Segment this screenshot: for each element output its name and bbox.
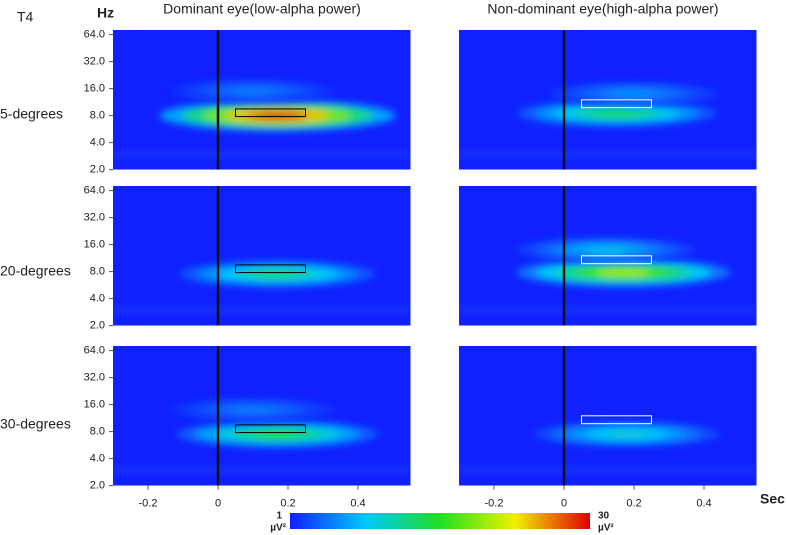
y-tick-label: 32.0 (84, 371, 105, 383)
x-axis-label: Sec (760, 491, 785, 507)
x-tick-label: -0.2 (139, 498, 158, 510)
y-tick-label: 32.0 (84, 55, 105, 67)
power-peak (169, 79, 337, 103)
x-tick-label: 0.4 (696, 498, 711, 510)
analysis-window (581, 99, 652, 109)
peak-level (252, 270, 303, 278)
colorbar-unit: µV² (270, 523, 286, 534)
analysis-window (235, 264, 306, 274)
power-peak (517, 99, 716, 127)
y-tick-label: 64.0 (84, 344, 105, 356)
x-tick-label: 0.2 (280, 498, 295, 510)
y-tick-label: 32.0 (84, 211, 105, 223)
y-tick-label: 16.0 (84, 238, 105, 250)
analysis-window (235, 108, 306, 118)
analysis-window (235, 424, 306, 434)
y-tick-label: 16.0 (84, 82, 105, 94)
peak-level (231, 88, 275, 95)
low-band (113, 307, 411, 314)
heatmap-panel (459, 186, 757, 326)
heatmap-panel (459, 346, 757, 486)
peak-level (251, 430, 304, 438)
y-tick-label: 8.0 (90, 426, 105, 438)
y-tick-label: 4.0 (90, 453, 105, 465)
analysis-window (581, 255, 652, 265)
colorbar-min: 1 (276, 511, 282, 522)
y-tick-label: 8.0 (90, 266, 105, 278)
power-peak (533, 421, 721, 447)
panel-background (113, 186, 411, 326)
colorbar-max: 30 (598, 511, 610, 522)
channel-label: T4 (17, 9, 34, 25)
power-peak (176, 420, 379, 448)
x-tick-label: -0.2 (485, 498, 504, 510)
peak-level (583, 246, 629, 254)
analysis-window (581, 415, 652, 425)
y-tick-label: 8.0 (90, 110, 105, 122)
y-axis-label: Hz (97, 5, 114, 21)
heatmap-panel (459, 30, 757, 170)
colorbar-unit: µV² (598, 523, 614, 534)
power-peak (159, 100, 396, 131)
low-band (459, 307, 757, 314)
x-tick-label: 0 (561, 498, 567, 510)
peak-level (603, 430, 651, 438)
y-tick-label: 4.0 (90, 137, 105, 149)
row-label: 30-degrees (0, 416, 71, 432)
peak-level (612, 90, 656, 97)
y-tick-label: 64.0 (84, 28, 105, 40)
x-tick-label: 0.2 (626, 498, 641, 510)
low-band (113, 467, 411, 474)
power-peak (516, 258, 731, 287)
y-tick-label: 2.0 (90, 164, 105, 176)
peak-level (596, 268, 651, 277)
row-label: 20-degrees (0, 263, 71, 279)
y-tick-label: 16.0 (84, 398, 105, 410)
column-title: Dominant eye(low-alpha power) (163, 1, 361, 17)
peak-level (247, 111, 308, 120)
colorbar (290, 513, 590, 529)
heatmap-panel (113, 186, 411, 326)
column-title: Non-dominant eye(high-alpha power) (487, 1, 718, 17)
peak-level (231, 406, 275, 413)
power-peak (169, 398, 337, 422)
y-tick-label: 2.0 (90, 480, 105, 492)
y-tick-label: 64.0 (84, 184, 105, 196)
low-band (459, 467, 757, 474)
y-tick-label: 2.0 (90, 320, 105, 332)
x-tick-label: 0.4 (350, 498, 365, 510)
power-peak (516, 237, 696, 263)
peak-level (591, 109, 642, 117)
y-tick-label: 4.0 (90, 293, 105, 305)
low-band (459, 151, 757, 158)
power-peak (179, 260, 376, 288)
x-tick-label: 0 (215, 498, 221, 510)
low-band (113, 151, 411, 158)
heatmap-panel (113, 30, 411, 170)
row-label: 5-degrees (0, 106, 63, 122)
heatmap-panel (113, 346, 411, 486)
power-peak (548, 81, 720, 106)
